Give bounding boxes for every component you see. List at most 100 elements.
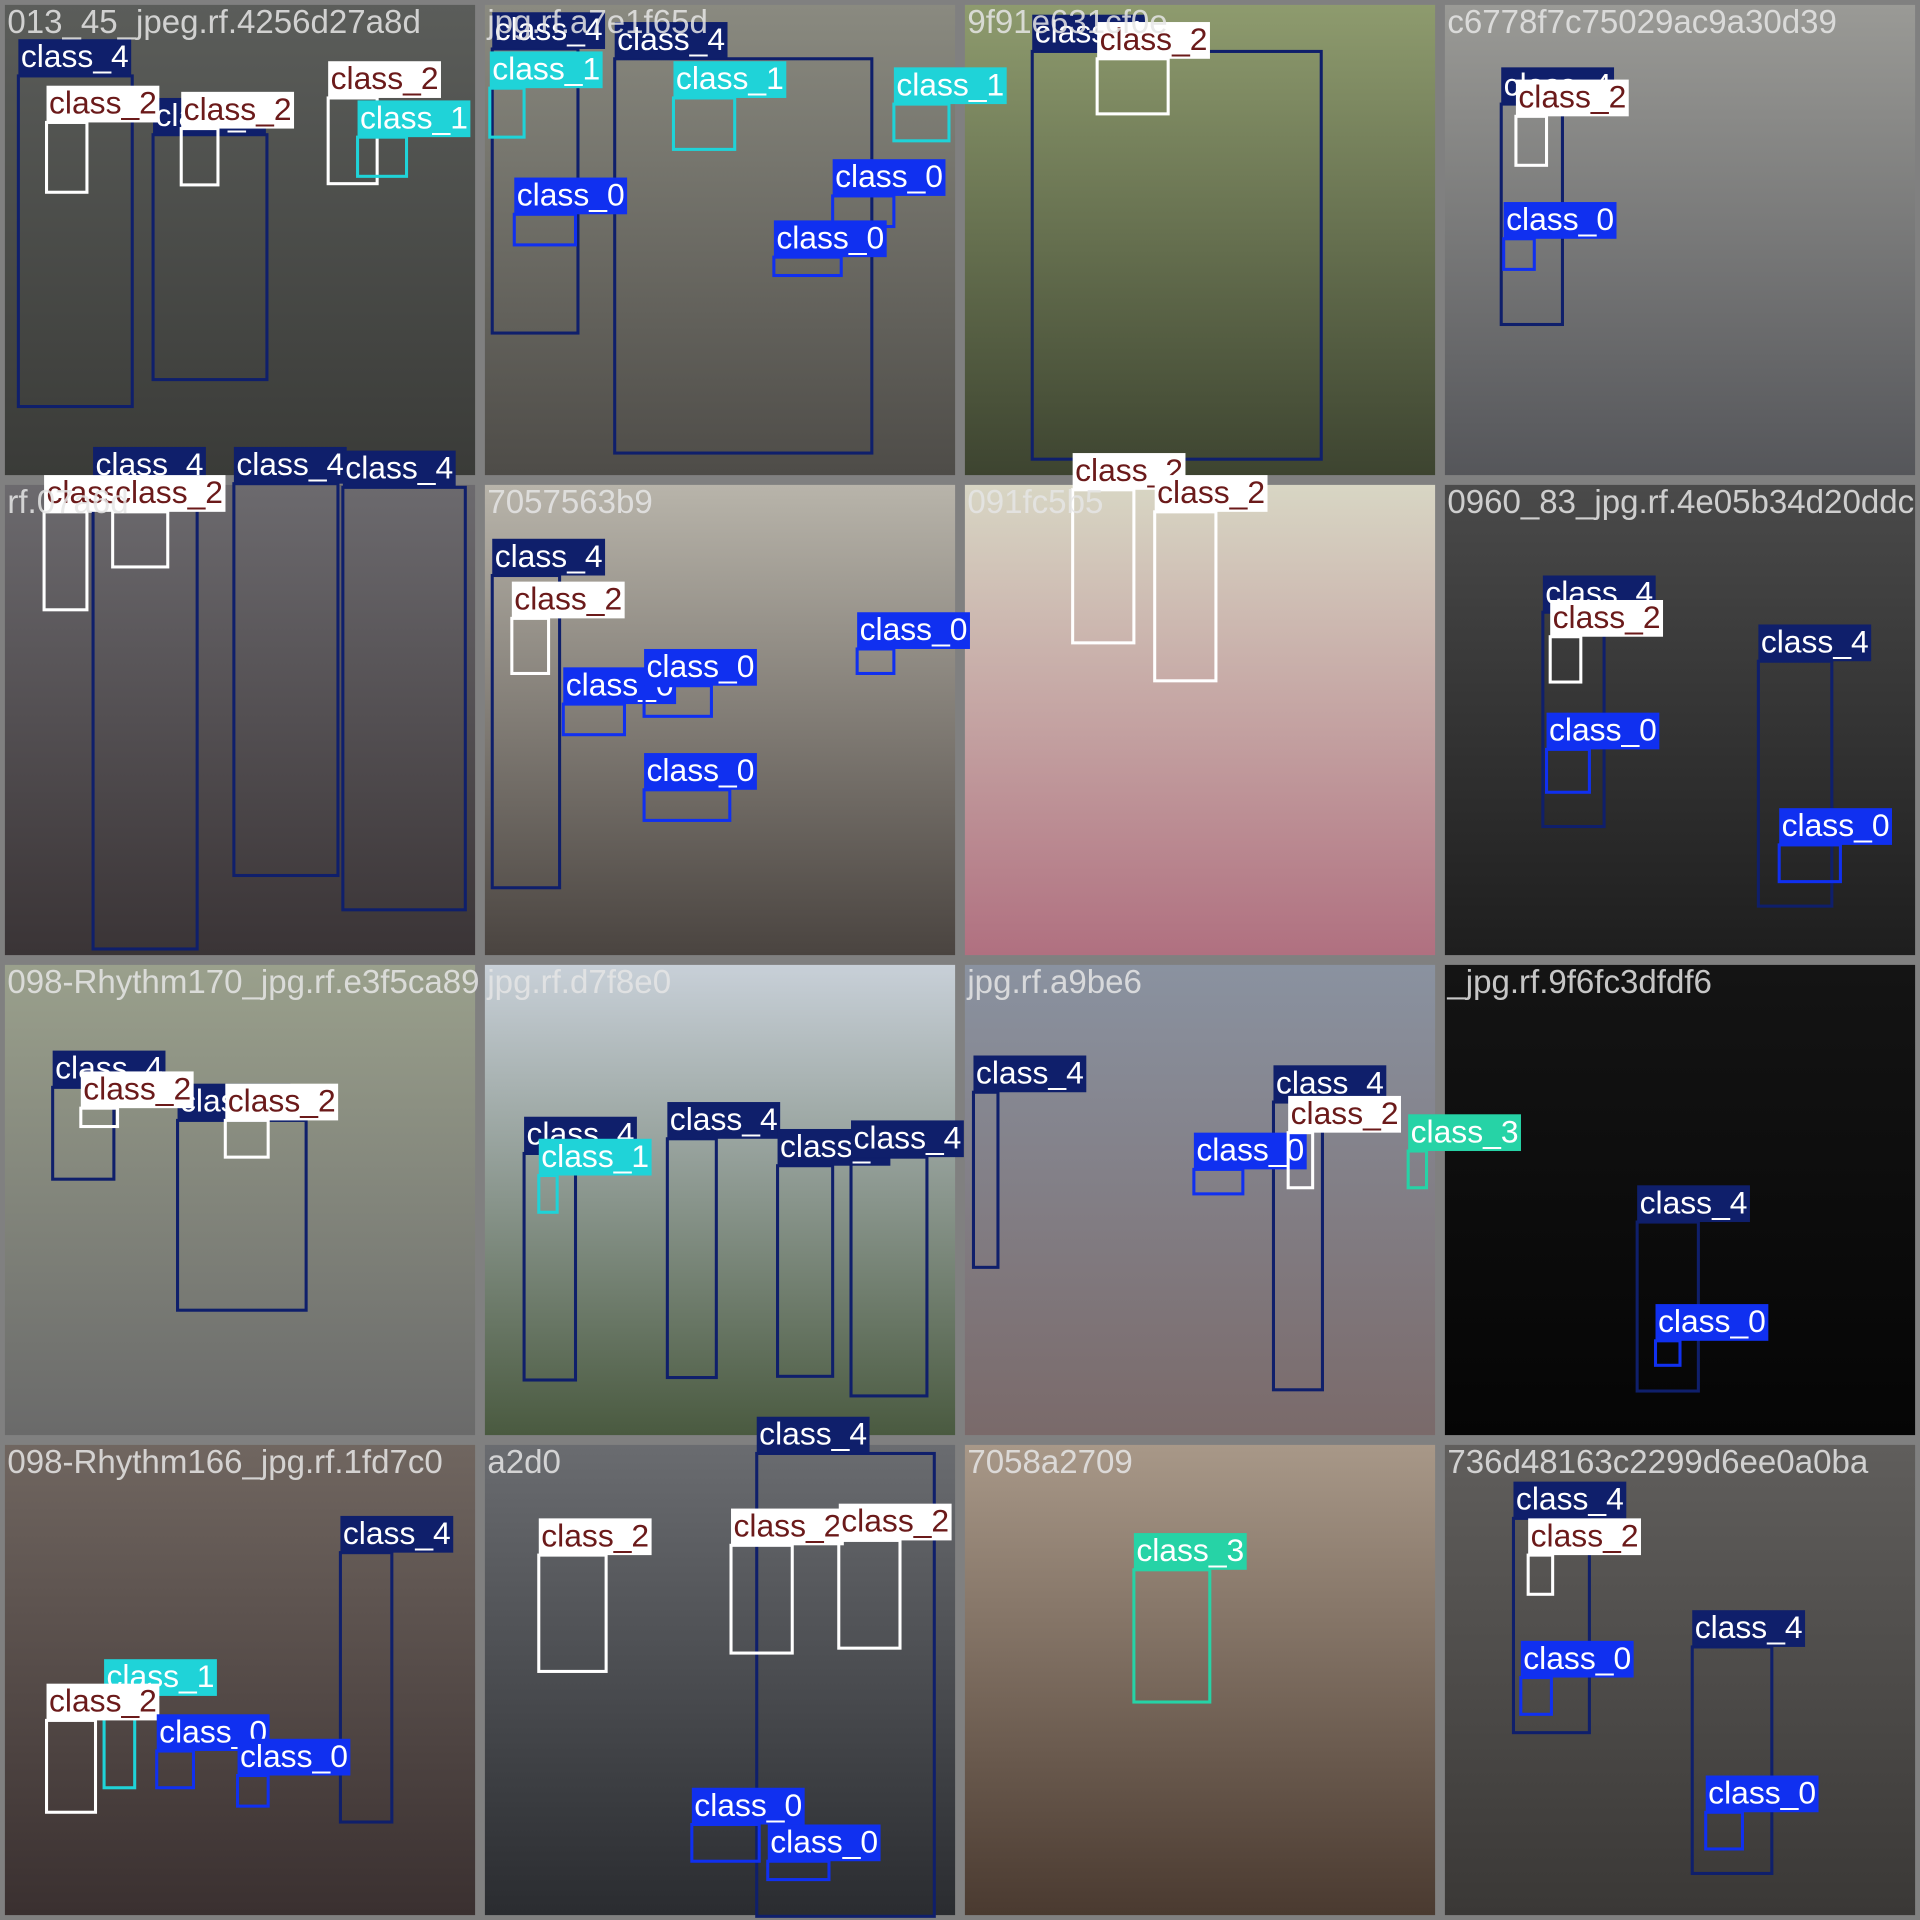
filename: 7058a2709 (967, 1444, 1132, 1481)
filename: jpg.rf.d7f8e0 (486, 964, 671, 1001)
label-bg (18, 39, 132, 76)
label-bg (838, 1503, 952, 1541)
box-label: class_2 (841, 1503, 949, 1539)
label-bg (773, 220, 887, 258)
label-bg (756, 1416, 870, 1454)
photo (1444, 1444, 1916, 1916)
bounding-box (537, 1173, 559, 1214)
filename: rf.07a6d (7, 484, 128, 521)
label-bg (511, 581, 625, 619)
label-bg (538, 1518, 652, 1556)
box-label: class_4 (617, 21, 725, 57)
box-label: class_0 (1506, 201, 1614, 237)
filename: 736d48163c2299d6ee0a0ba (1447, 1444, 1868, 1481)
label-bg (237, 1738, 351, 1776)
label-bg (46, 1683, 160, 1721)
box-label: class_4 (345, 450, 453, 486)
box-label: class_0 (835, 158, 943, 194)
box-label: class_0 (776, 219, 884, 255)
box-label: class_0 (647, 648, 755, 684)
box-label: class_1 (541, 1138, 649, 1174)
label-bg (857, 612, 970, 649)
label-bg (1154, 475, 1268, 512)
label-bg (1288, 1095, 1401, 1133)
label-bg (1528, 1518, 1641, 1556)
box-label: class_2 (83, 1070, 191, 1106)
box-label: class_4 (21, 38, 129, 74)
label-bg (514, 177, 628, 215)
box-label: class_4 (1516, 1481, 1624, 1517)
box-label: class_2 (49, 85, 157, 121)
label-bg (1097, 22, 1210, 59)
box-label: class_0 (1658, 1303, 1766, 1339)
photo (1444, 484, 1916, 956)
box-label: class_3 (1411, 1113, 1519, 1149)
box-label: class_2 (514, 581, 622, 617)
filename: jpg.rf.a7e1f65d (486, 4, 707, 41)
filename: jpg.rf.a9be6 (966, 964, 1142, 1001)
label-bg (614, 22, 728, 59)
photo (964, 4, 1436, 476)
photo (964, 1444, 1436, 1916)
box-label: class_2 (228, 1083, 336, 1119)
box-label: class_4 (853, 1119, 961, 1155)
label-bg (851, 1120, 964, 1158)
box-label: class_4 (1276, 1064, 1384, 1100)
box-label: class_2 (49, 1683, 157, 1719)
box-label: class_3 (1136, 1532, 1244, 1568)
label-bg (328, 61, 441, 98)
filename: 0960_83_jpg.rf.4e05b34d20ddc (1447, 484, 1914, 521)
label-bg (538, 1138, 652, 1176)
filename: 7057563b9 (487, 484, 652, 521)
box-label: class_2 (1531, 1517, 1639, 1553)
photo (4, 964, 476, 1436)
box-label: class_4 (976, 1055, 1084, 1091)
box-label: class_4 (1640, 1184, 1748, 1220)
label-bg (181, 91, 295, 129)
bounding-box (223, 1118, 270, 1159)
label-bg (767, 1824, 881, 1862)
label-bg (492, 12, 606, 49)
photo (964, 964, 1436, 1436)
label-bg (731, 1508, 844, 1546)
box-label: class_4 (1695, 1609, 1803, 1645)
box-label: class_0 (1708, 1775, 1816, 1811)
box-label: class_4 (495, 11, 603, 47)
box-label: class_0 (240, 1738, 348, 1774)
label-bg (1546, 712, 1660, 750)
label-bg (342, 450, 456, 488)
label-bg (112, 475, 226, 512)
label-bg (80, 1071, 194, 1109)
box-label: class_2 (184, 91, 292, 127)
box-label: class_4 (343, 1515, 451, 1551)
box-label: class_0 (517, 177, 625, 213)
label-bg (1550, 600, 1664, 637)
label-bg (1692, 1610, 1806, 1647)
photo (964, 484, 1436, 956)
label-bg (832, 159, 946, 196)
box-label: class_2 (541, 1517, 649, 1553)
filename: 013_45_jpeg.rf.4256d27a8d (7, 4, 420, 41)
box-label: class_1 (360, 99, 468, 135)
label-bg (1779, 808, 1893, 845)
label-bg (1637, 1185, 1750, 1223)
bounding-box (510, 616, 551, 675)
filename: 098-Rhythm166_jpg.rf.1fd7c0 (7, 1444, 442, 1481)
box-label: class_0 (647, 752, 755, 788)
box-label: class_0 (694, 1787, 802, 1823)
box-label: class_0 (1549, 712, 1657, 748)
box-label: class_2 (1291, 1095, 1399, 1131)
box-label: class_2 (1157, 474, 1265, 510)
box-label: class_1 (676, 60, 784, 96)
filename: c6778f7c75029ac9a30d39 (1447, 4, 1837, 41)
box-label: class_2 (115, 474, 223, 510)
label-bg (233, 446, 347, 484)
label-bg (893, 67, 1007, 105)
box-label: class_0 (770, 1823, 878, 1859)
box-label: class_2 (1518, 79, 1626, 115)
label-bg (644, 648, 757, 686)
label-bg (492, 538, 606, 576)
label-bg (973, 1055, 1087, 1093)
box-label: class_2 (331, 60, 439, 96)
box-label: class_2 (1100, 21, 1208, 57)
